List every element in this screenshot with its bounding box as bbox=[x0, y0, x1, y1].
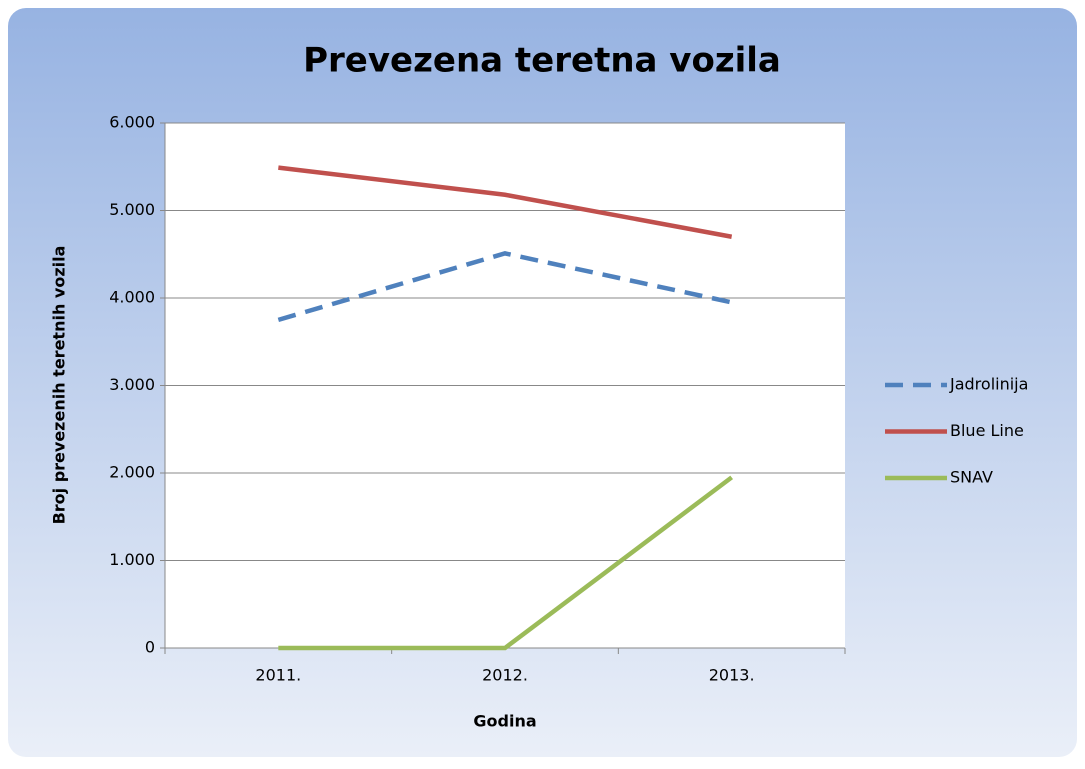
y-tick-label: 0 bbox=[145, 638, 155, 657]
x-tick-label: 2012. bbox=[482, 666, 528, 685]
y-tick-label: 1.000 bbox=[109, 550, 155, 569]
y-tick-label: 3.000 bbox=[109, 375, 155, 394]
series-line bbox=[278, 475, 734, 651]
chart-title: Prevezena teretna vozila bbox=[303, 41, 781, 81]
y-tick-label: 2.000 bbox=[109, 463, 155, 482]
legend-label: SNAV bbox=[950, 468, 993, 487]
x-tick-label: 2011. bbox=[255, 666, 301, 685]
y-tick-label: 6.000 bbox=[109, 113, 155, 132]
y-axis-label: Broj prevezenih teretnih vozila bbox=[50, 246, 69, 525]
x-axis-label: Godina bbox=[473, 712, 536, 731]
x-tick-label: 2013. bbox=[709, 666, 755, 685]
legend-label: Blue Line bbox=[950, 421, 1024, 440]
legend-label: Jadrolinija bbox=[949, 375, 1028, 394]
series-line bbox=[277, 251, 733, 323]
y-tick-label: 5.000 bbox=[109, 200, 155, 219]
series-line bbox=[278, 165, 733, 239]
y-tick-label: 4.000 bbox=[109, 288, 155, 307]
